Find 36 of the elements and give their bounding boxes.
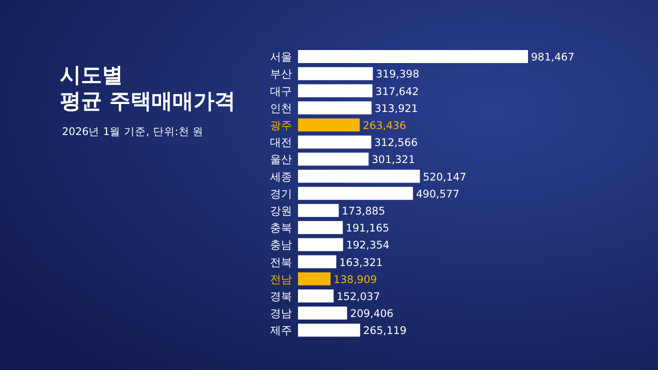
y-tick-label: 제주 <box>270 324 292 338</box>
data-label: 192,354 <box>346 240 390 252</box>
data-label: 265,119 <box>363 325 407 338</box>
y-tick-label: 인천 <box>270 102 292 115</box>
data-label: 312,566 <box>374 137 418 150</box>
y-tick-label: 대전 <box>270 136 292 150</box>
data-label: 319,398 <box>376 68 420 81</box>
y-tick-label: 경남 <box>270 307 292 320</box>
data-label: 490,577 <box>416 188 460 200</box>
data-label: 520,147 <box>422 171 466 184</box>
y-tick-label: 전남 <box>270 272 292 286</box>
y-tick-label: 광주 <box>270 118 292 132</box>
data-label: 173,885 <box>342 205 386 218</box>
y-tick-label: 대구 <box>270 84 292 98</box>
y-tick-label: 서울 <box>270 50 292 64</box>
data-label: 138,909 <box>334 274 377 286</box>
data-label: 317,642 <box>375 86 419 98</box>
y-tick-label: 충남 <box>270 238 292 252</box>
y-tick-label: 울산 <box>270 153 292 166</box>
text: 시도별 평균 주택매매가격 <box>60 63 236 113</box>
data-label: 301,321 <box>372 154 416 166</box>
y-tick-label: 경기 <box>270 187 292 200</box>
data-label: 263,436 <box>362 120 406 132</box>
y-tick-label: 부산 <box>270 68 292 81</box>
y-tick-label: 강원 <box>270 204 292 218</box>
text: 2026년 1월 기준, 단위:천 원 <box>62 126 204 138</box>
data-label: 163,321 <box>339 256 383 269</box>
y-tick-label: 세종 <box>270 170 292 184</box>
data-label: 313,921 <box>374 102 418 115</box>
y-tick-label: 전북 <box>270 256 292 269</box>
data-label: 981,467 <box>531 52 574 64</box>
y-tick-label: 충북 <box>270 222 292 235</box>
data-label: 209,406 <box>350 308 394 320</box>
y-tick-label: 경북 <box>270 290 292 303</box>
data-label: 191,165 <box>346 222 390 235</box>
data-label: 152,037 <box>336 290 380 303</box>
